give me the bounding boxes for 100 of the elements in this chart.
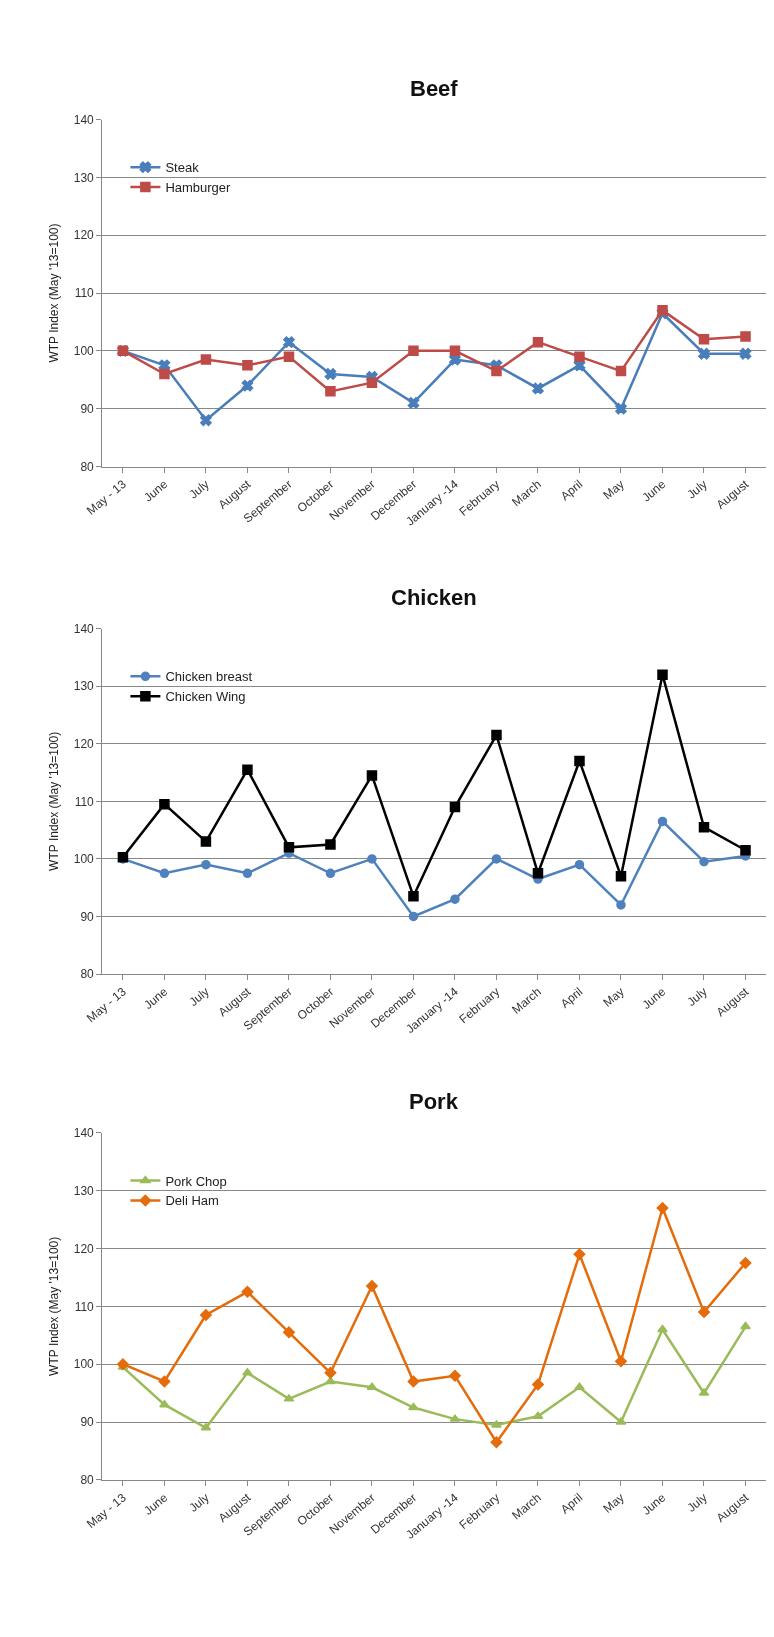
point [367, 854, 377, 864]
point [740, 845, 751, 856]
y-tick-label: 90 [80, 1415, 95, 1430]
x-tick-label: July [684, 477, 710, 502]
y-tick-label: 130 [73, 170, 95, 185]
x-tick-label: June [141, 476, 171, 505]
point [532, 336, 544, 348]
x-tick-label: June [639, 476, 669, 505]
x-tick-label: May [600, 1490, 627, 1516]
point [159, 868, 170, 879]
point [574, 351, 585, 362]
point [325, 839, 336, 850]
point [159, 798, 170, 810]
y-tick-label: 80 [80, 967, 95, 982]
x-tick-label: May [600, 984, 627, 1010]
point [408, 911, 419, 922]
point [450, 894, 460, 904]
legend-label: Chicken breast [165, 669, 253, 685]
x-tick-label: July [186, 1490, 212, 1515]
point [491, 729, 502, 741]
point [242, 868, 253, 879]
y-axis-title: WTP Index (May '13=100) [47, 731, 62, 871]
point [616, 900, 626, 910]
point [200, 354, 212, 365]
point [657, 669, 668, 680]
point [739, 347, 752, 360]
point [324, 1366, 337, 1379]
point [657, 305, 668, 316]
y-tick-label: 80 [80, 1473, 95, 1488]
x-tick-label: June [141, 1490, 171, 1518]
point [449, 801, 461, 813]
point [325, 386, 336, 397]
x-tick-label: May - 13 [83, 476, 129, 518]
point [241, 1285, 254, 1298]
y-tick-label: 140 [73, 1126, 95, 1140]
point [324, 368, 337, 380]
y-tick-label: 120 [73, 228, 95, 243]
x-tick-label: July [684, 1490, 710, 1515]
point [740, 1321, 751, 1330]
point [657, 816, 668, 827]
x-tick-label: June [141, 984, 171, 1013]
point [200, 836, 212, 847]
x-tick-label: July [186, 477, 212, 502]
point [657, 1324, 668, 1333]
point [573, 1248, 586, 1261]
y-tick-label: 90 [80, 909, 95, 924]
point [408, 1402, 419, 1411]
point [242, 1368, 253, 1376]
y-tick-label: 90 [80, 401, 95, 416]
legend-label: Hamburger [165, 180, 232, 196]
point [283, 842, 295, 853]
point [699, 857, 709, 867]
y-tick-label: 110 [74, 286, 95, 301]
y-tick-label: 110 [74, 794, 95, 809]
y-tick-label: 120 [73, 736, 95, 751]
point [615, 870, 627, 882]
point [283, 1326, 295, 1339]
y-tick-label: 120 [73, 1241, 95, 1256]
point [698, 347, 710, 360]
y-tick-label: 80 [80, 459, 95, 474]
y-tick-label: 100 [73, 344, 95, 359]
y-tick-label: 110 [74, 1299, 95, 1314]
y-tick-label: 140 [73, 112, 95, 127]
point [698, 334, 710, 345]
point [408, 345, 419, 357]
point [199, 1309, 212, 1321]
x-tick-label: July [684, 984, 710, 1010]
point [407, 1375, 420, 1388]
point [574, 859, 585, 870]
point [366, 770, 378, 781]
y-tick-label: 100 [73, 852, 95, 867]
point [366, 1382, 378, 1391]
point [656, 1202, 669, 1214]
point [615, 1355, 627, 1368]
x-tick-label: May - 13 [83, 1490, 129, 1532]
y-axis-title: WTP Index (May '13=100) [47, 223, 62, 363]
x-tick-label: May [600, 477, 627, 503]
point [408, 891, 419, 902]
y-tick-label: 130 [73, 679, 95, 694]
point [241, 379, 254, 392]
point [407, 397, 420, 409]
point [491, 854, 502, 864]
chart-title: Beef [410, 76, 459, 101]
chart-title: Pork [409, 1089, 459, 1114]
point [739, 1256, 752, 1269]
point [325, 868, 336, 879]
legend-label: Chicken Wing [165, 689, 246, 705]
point [449, 1369, 461, 1382]
point [491, 1420, 502, 1428]
point [698, 1306, 710, 1319]
point [242, 360, 253, 371]
y-tick-label: 130 [73, 1183, 95, 1198]
point [615, 402, 627, 415]
y-tick-label: 100 [73, 1357, 95, 1372]
chart-title: Chicken [391, 585, 477, 610]
y-axis-title: WTP Index (May '13=100) [47, 1236, 62, 1376]
point [698, 821, 710, 833]
point [366, 377, 378, 388]
point [200, 414, 212, 427]
point [366, 1280, 378, 1293]
